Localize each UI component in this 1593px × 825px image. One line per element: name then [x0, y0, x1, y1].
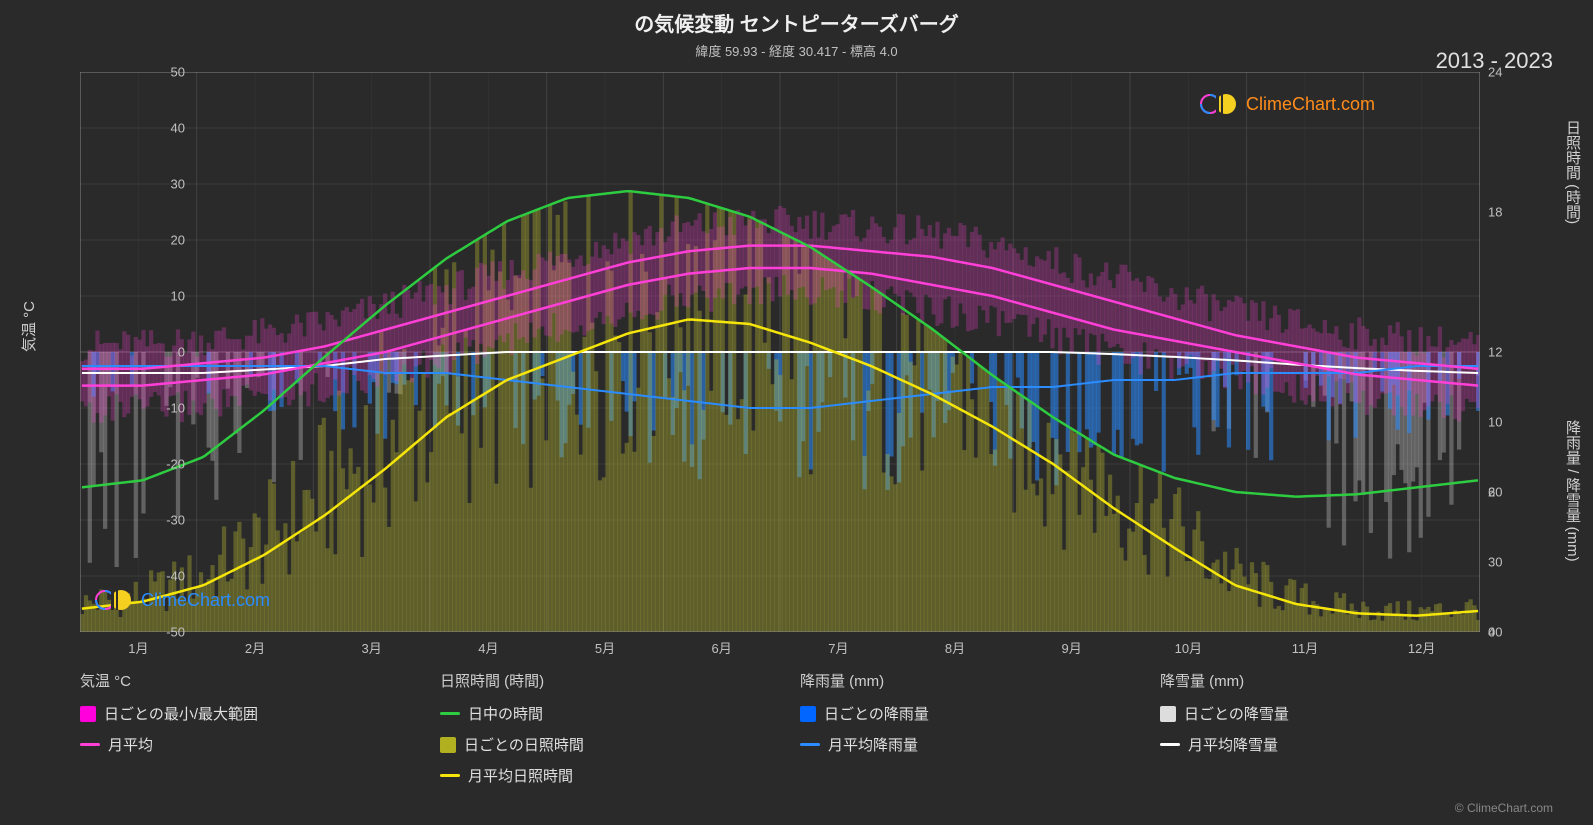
- legend-swatch-line: [80, 743, 100, 746]
- legend-swatch-line: [440, 774, 460, 777]
- x-tick: 2月: [245, 638, 265, 657]
- y-left-tick: 50: [171, 65, 185, 80]
- legend-label: 日ごとの降雪量: [1184, 703, 1289, 724]
- x-tick: 6月: [712, 638, 732, 657]
- legend-label: 月平均: [108, 734, 153, 755]
- legend-label: 日中の時間: [468, 703, 543, 724]
- y-left-tick: -50: [166, 625, 185, 640]
- attribution: © ClimeChart.com: [1455, 801, 1553, 815]
- legend-item: 日中の時間: [440, 703, 780, 724]
- y-left-tick: -10: [166, 401, 185, 416]
- legend-swatch-line: [800, 743, 820, 746]
- x-tick: 12月: [1408, 638, 1435, 657]
- chart-title: の気候変動 セントピーターズバーグ: [0, 8, 1593, 37]
- y-left-tick: 30: [171, 177, 185, 192]
- legend-label: 日ごとの日照時間: [464, 734, 584, 755]
- x-tick: 11月: [1292, 638, 1319, 657]
- x-tick: 1月: [128, 638, 148, 657]
- legend-swatch-box: [440, 737, 456, 753]
- legend-heading: 気温 °C: [80, 670, 420, 691]
- y-right-bottom-tick: 30: [1488, 555, 1502, 570]
- y-left-tick: 40: [171, 121, 185, 136]
- y-axis-right-top-label: 日照時間 (時間): [1562, 120, 1583, 224]
- legend-item: 日ごとの降雪量: [1160, 703, 1500, 724]
- legend-label: 月平均降雨量: [828, 734, 918, 755]
- brand-logo-text: ClimeChart.com: [141, 590, 270, 611]
- x-tick: 10月: [1175, 638, 1202, 657]
- chart-subtitle: 緯度 59.93 - 経度 30.417 - 標高 4.0: [0, 41, 1593, 60]
- legend-swatch-line: [1160, 743, 1180, 746]
- legend-item: 月平均: [80, 734, 420, 755]
- y-left-tick: 0: [178, 345, 185, 360]
- x-tick: 5月: [595, 638, 615, 657]
- y-left-tick: 10: [171, 289, 185, 304]
- y-axis-right-bottom-label: 降雨量 / 降雪量 (mm): [1562, 420, 1583, 562]
- legend-item: 月平均降雨量: [800, 734, 1140, 755]
- y-left-tick: 20: [171, 233, 185, 248]
- legend-item: 月平均日照時間: [440, 765, 780, 786]
- legend-heading: 日照時間 (時間): [440, 670, 780, 691]
- legend-item: 月平均降雪量: [1160, 734, 1500, 755]
- brand-logo-bottom: ClimeChart.com: [95, 586, 270, 614]
- legend-label: 月平均降雪量: [1188, 734, 1278, 755]
- climate-chart: [80, 72, 1480, 632]
- x-tick: 8月: [945, 638, 965, 657]
- brand-logo-top: ClimeChart.com: [1200, 90, 1375, 118]
- legend-column: 日照時間 (時間) 日中の時間日ごとの日照時間月平均日照時間: [440, 670, 780, 796]
- x-tick: 4月: [478, 638, 498, 657]
- legend-item: 日ごとの最小/最大範囲: [80, 703, 420, 724]
- y-right-top-tick: 24: [1488, 65, 1502, 80]
- y-left-tick: -40: [166, 569, 185, 584]
- legend-item: 日ごとの日照時間: [440, 734, 780, 755]
- legend-column: 降雪量 (mm) 日ごとの降雪量月平均降雪量: [1160, 670, 1500, 796]
- brand-logo-text: ClimeChart.com: [1246, 94, 1375, 115]
- legend-item: 日ごとの降雨量: [800, 703, 1140, 724]
- y-right-top-tick: 12: [1488, 345, 1502, 360]
- legend-label: 月平均日照時間: [468, 765, 573, 786]
- y-right-bottom-tick: 20: [1488, 485, 1502, 500]
- legend-column: 降雨量 (mm) 日ごとの降雨量月平均降雨量: [800, 670, 1140, 796]
- legend-swatch-box: [1160, 706, 1176, 722]
- x-tick: 3月: [362, 638, 382, 657]
- y-left-tick: -30: [166, 513, 185, 528]
- legend-swatch-box: [80, 706, 96, 722]
- legend-label: 日ごとの最小/最大範囲: [104, 703, 258, 724]
- legend-label: 日ごとの降雨量: [824, 703, 929, 724]
- y-right-top-tick: 18: [1488, 205, 1502, 220]
- y-right-bottom-tick: 10: [1488, 415, 1502, 430]
- legend-column: 気温 °C 日ごとの最小/最大範囲月平均: [80, 670, 420, 796]
- y-right-bottom-tick: 40: [1488, 625, 1502, 640]
- legend: 気温 °C 日ごとの最小/最大範囲月平均 日照時間 (時間) 日中の時間日ごとの日照時…: [80, 670, 1500, 796]
- y-axis-left-label: 気温 °C: [18, 301, 39, 352]
- x-tick: 7月: [828, 638, 848, 657]
- legend-heading: 降雪量 (mm): [1160, 670, 1500, 691]
- legend-swatch-box: [800, 706, 816, 722]
- y-left-tick: -20: [166, 457, 185, 472]
- x-tick: 9月: [1062, 638, 1082, 657]
- legend-swatch-line: [440, 712, 460, 715]
- legend-heading: 降雨量 (mm): [800, 670, 1140, 691]
